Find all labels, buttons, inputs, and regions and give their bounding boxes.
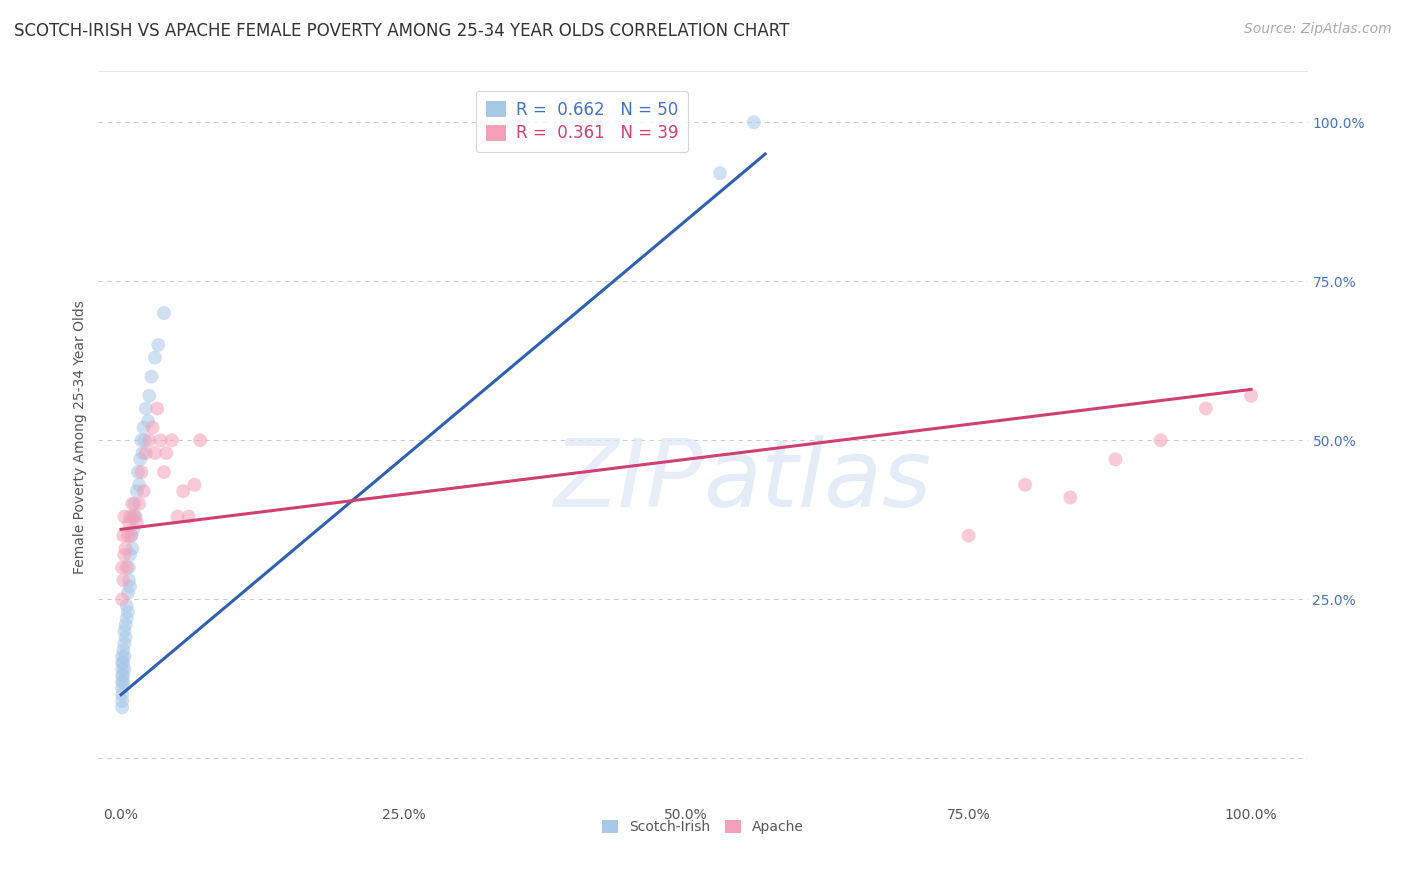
Point [120,580,142,594]
Text: SCOTCH-IRISH VS APACHE FEMALE POVERTY AMONG 25-34 YEAR OLDS CORRELATION CHART: SCOTCH-IRISH VS APACHE FEMALE POVERTY AM… [14,22,789,40]
Point [143,446,166,460]
Point [111,700,134,714]
Point [153,306,176,320]
Point [188,434,211,448]
Point [125,516,148,530]
Point [112,675,135,690]
Point [131,465,153,479]
Point [1150,434,1173,448]
Point [112,649,135,664]
Point [121,509,143,524]
Point [177,509,200,524]
Point [112,662,135,676]
Point [121,541,143,556]
Point [141,369,163,384]
Point [112,548,135,562]
Point [115,560,138,574]
Point [128,497,150,511]
Point [131,446,153,460]
Point [1014,477,1036,491]
Point [120,529,142,543]
Point [135,446,157,460]
Point [138,389,160,403]
Point [111,649,134,664]
Point [1240,389,1263,403]
Point [1195,401,1218,416]
Point [131,434,153,448]
Point [166,509,188,524]
Point [1104,452,1126,467]
Point [153,465,176,479]
Point [132,420,155,434]
Point [111,560,134,574]
Point [112,509,135,524]
Point [112,529,135,543]
Point [120,529,142,543]
Point [124,509,146,524]
Point [125,509,148,524]
Point [128,477,150,491]
Point [742,115,765,129]
Point [111,592,134,607]
Point [117,586,139,600]
Point [115,599,138,613]
Point [114,541,136,556]
Legend: Scotch-Irish, Apache: Scotch-Irish, Apache [596,814,810,839]
Text: Source: ZipAtlas.com: Source: ZipAtlas.com [1244,22,1392,37]
Point [124,497,146,511]
Point [121,497,143,511]
Point [111,662,134,676]
Point [149,434,172,448]
Point [112,637,135,651]
Point [172,484,194,499]
Point [118,516,141,530]
Point [142,420,165,434]
Point [125,484,148,499]
Point [111,688,134,702]
Point [957,529,980,543]
Point [183,477,205,491]
Point [146,401,169,416]
Point [127,465,149,479]
Point [111,668,134,682]
Point [120,548,142,562]
Text: atlas: atlas [703,435,931,526]
Point [120,509,142,524]
Point [138,434,160,448]
Point [111,694,134,708]
Point [114,631,136,645]
Point [112,624,135,638]
Point [117,529,139,543]
Point [148,338,170,352]
Point [136,414,159,428]
Point [111,681,134,696]
Point [115,611,138,625]
Point [122,522,145,536]
Point [709,166,731,180]
Point [155,446,177,460]
Point [118,573,141,587]
Point [117,605,139,619]
Point [111,675,134,690]
Point [112,656,135,670]
Point [112,643,135,657]
Point [112,668,135,682]
Point [134,434,156,448]
Point [112,573,135,587]
Point [143,351,166,365]
Point [135,401,157,416]
Point [129,452,152,467]
Point [160,434,183,448]
Y-axis label: Female Poverty Among 25-34 Year Olds: Female Poverty Among 25-34 Year Olds [73,300,87,574]
Point [1059,491,1081,505]
Point [132,484,155,499]
Point [118,560,141,574]
Point [111,656,134,670]
Text: ZIP: ZIP [554,435,703,526]
Point [114,617,136,632]
